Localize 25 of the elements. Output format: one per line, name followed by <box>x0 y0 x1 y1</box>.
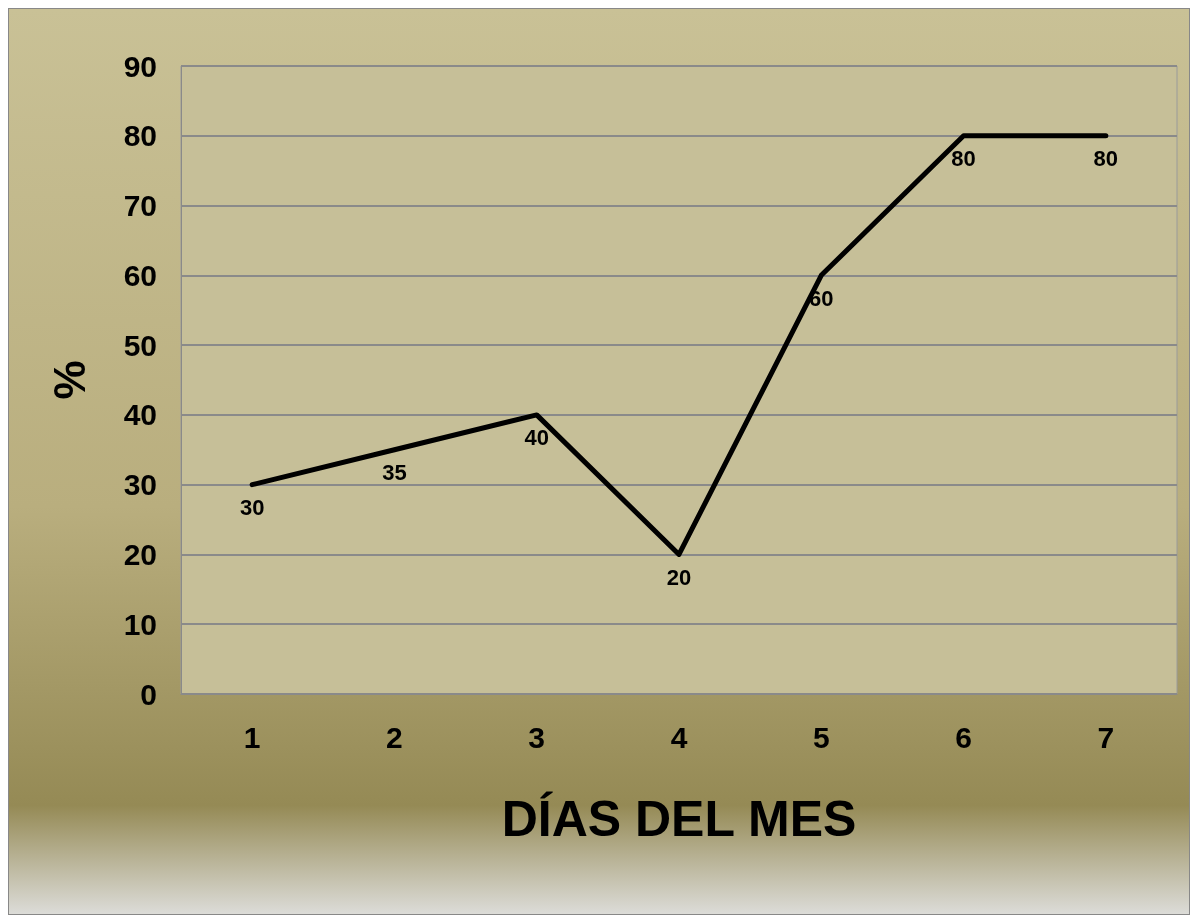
data-label: 80 <box>951 146 976 172</box>
y-tick-label: 20 <box>123 537 157 571</box>
x-tick-label: 2 <box>386 720 403 754</box>
data-label: 20 <box>666 564 692 590</box>
x-axis-title: DÍAS DEL MES <box>501 791 857 847</box>
x-tick-label: 7 <box>1097 720 1115 754</box>
y-tick-label: 50 <box>123 328 157 362</box>
y-axis-title: % <box>44 360 94 400</box>
y-tick-label: 30 <box>123 468 157 502</box>
data-label: 35 <box>382 460 407 486</box>
x-tick-label: 5 <box>812 720 830 754</box>
y-tick-label: 10 <box>123 607 157 641</box>
y-tick-label: 60 <box>123 258 157 292</box>
data-label: 30 <box>239 495 265 521</box>
x-tick-label: 4 <box>670 720 688 754</box>
y-tick-label: 70 <box>123 189 157 223</box>
y-tick-label: 0 <box>140 677 157 711</box>
x-tick-label: 6 <box>955 720 972 754</box>
x-tick-label: 3 <box>528 720 546 754</box>
y-tick-label: 40 <box>123 398 157 432</box>
y-tick-label: 90 <box>123 49 157 83</box>
data-label: 80 <box>1093 146 1119 172</box>
y-tick-label: 80 <box>123 119 157 153</box>
data-label: 40 <box>524 425 549 451</box>
x-tick-label: 1 <box>243 720 261 754</box>
